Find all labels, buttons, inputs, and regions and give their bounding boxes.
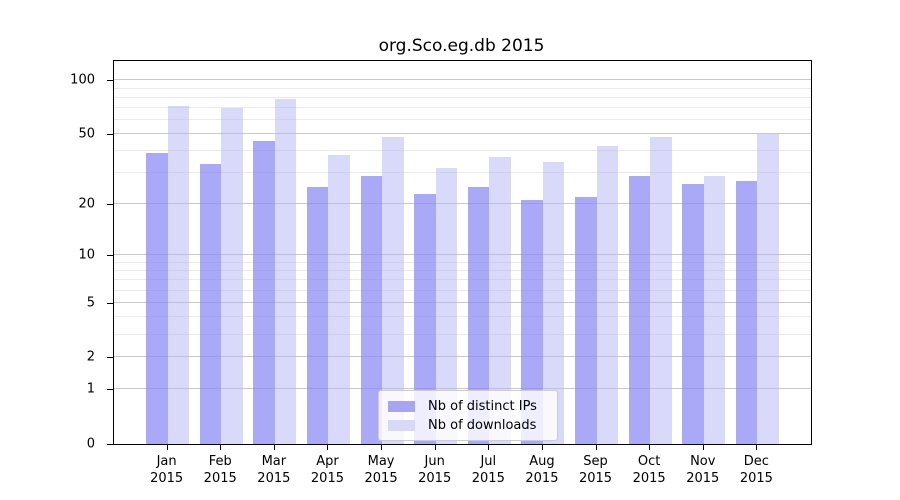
- minor-gridline-3: [114, 333, 811, 335]
- x-tick-jul: [488, 445, 490, 450]
- y-tick-label-50: 50: [78, 126, 95, 142]
- y-tick-10: [107, 255, 113, 257]
- bar-nb-of-distinct-ips-jan: [146, 153, 168, 444]
- y-tick-label-2: 2: [86, 349, 95, 365]
- minor-gridline-8: [114, 269, 811, 271]
- bar-nb-of-downloads-sep: [596, 145, 618, 444]
- y-tick-0: [107, 444, 113, 445]
- minor-gridline-30: [114, 172, 811, 174]
- y-tick-label-5: 5: [86, 295, 95, 311]
- bar-nb-of-distinct-ips-aug: [521, 200, 543, 444]
- x-tick-dec: [756, 445, 758, 450]
- x-tick-label-oct: Oct 2015: [632, 454, 666, 486]
- major-gridline-10: [114, 254, 811, 256]
- bar-nb-of-downloads-aug: [542, 161, 565, 444]
- bar-nb-of-distinct-ips-dec: [735, 181, 758, 444]
- minor-gridline-7: [114, 279, 811, 281]
- y-tick-1: [107, 389, 113, 391]
- x-tick-jan: [166, 445, 168, 450]
- minor-gridline-40: [114, 150, 811, 152]
- y-tick-label-20: 20: [78, 196, 95, 212]
- minor-gridline-90: [114, 87, 811, 89]
- major-gridline-1: [114, 388, 811, 390]
- x-tick-label-feb: Feb 2015: [203, 454, 237, 486]
- legend-label-distinct-ips: Nb of distinct IPs: [428, 399, 537, 414]
- x-tick-aug: [541, 445, 543, 450]
- x-tick-nov: [702, 445, 704, 450]
- bar-nb-of-downloads-jan: [167, 105, 190, 444]
- x-tick-apr: [327, 445, 329, 450]
- bar-nb-of-downloads-may: [382, 137, 404, 444]
- bar-nb-of-downloads-nov: [703, 175, 726, 444]
- x-tick-label-nov: Nov 2015: [686, 454, 720, 486]
- bar-nb-of-distinct-ips-jul: [467, 187, 490, 444]
- legend-label-downloads: Nb of downloads: [428, 418, 537, 433]
- bar-nb-of-downloads-mar: [274, 98, 297, 444]
- major-gridline-20: [114, 203, 811, 205]
- major-gridline-100: [114, 79, 811, 81]
- x-tick-mar: [273, 445, 275, 450]
- y-axis-labels: 0 1 2 5 10 20 50 100: [0, 61, 104, 451]
- y-tick-label-1: 1: [86, 381, 95, 397]
- x-tick-label-jul: Jul 2015: [471, 454, 505, 486]
- x-tick-feb: [220, 445, 222, 450]
- x-tick-label-sep: Sep 2015: [578, 454, 613, 486]
- bar-nb-of-downloads-feb: [221, 108, 243, 444]
- x-tick-label-jan: Jan 2015: [150, 454, 184, 486]
- x-tick-jun: [434, 445, 436, 450]
- bar-nb-of-distinct-ips-nov: [682, 184, 704, 444]
- minor-gridline-9: [114, 261, 811, 263]
- y-tick-2: [107, 357, 113, 359]
- legend-item-distinct-ips: Nb of distinct IPs: [388, 398, 548, 415]
- y-tick-label-100: 100: [70, 72, 95, 88]
- bar-nb-of-downloads-jun: [435, 168, 458, 444]
- x-tick-label-may: May 2015: [364, 454, 398, 486]
- x-tick-label-aug: Aug 2015: [525, 454, 559, 486]
- minor-gridline-80: [114, 96, 811, 98]
- y-tick-label-10: 10: [78, 247, 95, 263]
- minor-gridline-60: [114, 119, 811, 121]
- y-tick-50: [107, 134, 113, 136]
- legend-item-downloads: Nb of downloads: [388, 417, 548, 434]
- bar-nb-of-distinct-ips-feb: [199, 163, 222, 444]
- y-tick-label-0: 0: [86, 436, 95, 452]
- bar-nb-of-downloads-jul: [489, 157, 511, 444]
- bar-nb-of-distinct-ips-mar: [253, 140, 275, 444]
- minor-gridline-70: [114, 107, 811, 109]
- major-gridline-2: [114, 356, 811, 358]
- x-tick-sep: [595, 445, 597, 450]
- bar-nb-of-downloads-dec: [757, 134, 779, 444]
- legend-swatch-distinct-ips: [388, 401, 415, 412]
- bar-nb-of-downloads-oct: [650, 137, 672, 444]
- bar-nb-of-distinct-ips-apr: [307, 187, 329, 444]
- x-tick-label-dec: Dec 2015: [739, 454, 773, 486]
- legend-swatch-downloads: [388, 420, 415, 431]
- bar-nb-of-distinct-ips-sep: [575, 196, 597, 444]
- bar-nb-of-distinct-ips-jun: [414, 193, 436, 444]
- legend: Nb of distinct IPs Nb of downloads: [378, 390, 558, 441]
- bar-nb-of-downloads-apr: [328, 155, 350, 444]
- x-tick-label-jun: Jun 2015: [418, 454, 452, 486]
- x-tick-label-mar: Mar 2015: [257, 454, 291, 486]
- x-tick-oct: [649, 445, 651, 450]
- major-gridline-50: [114, 133, 811, 135]
- plot-area: [113, 60, 812, 445]
- chart-title: org.Sco.eg.db 2015: [378, 36, 545, 56]
- x-tick-may: [381, 445, 383, 450]
- y-tick-5: [107, 302, 113, 304]
- x-tick-label-apr: Apr 2015: [310, 454, 344, 486]
- minor-gridline-4: [114, 316, 811, 318]
- major-gridline-5: [114, 301, 811, 303]
- minor-gridline-6: [114, 289, 811, 291]
- bar-nb-of-distinct-ips-oct: [628, 175, 651, 444]
- y-tick-100: [107, 80, 113, 82]
- bar-nb-of-distinct-ips-may: [360, 175, 383, 444]
- y-tick-20: [107, 204, 113, 206]
